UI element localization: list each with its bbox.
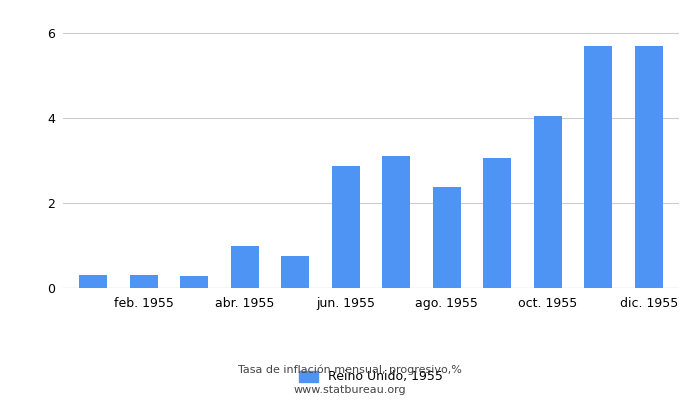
Bar	[534, 116, 561, 288]
Legend: Reino Unido, 1955: Reino Unido, 1955	[299, 370, 443, 384]
Bar	[281, 256, 309, 288]
Bar	[382, 156, 410, 288]
Bar	[130, 275, 158, 288]
Text: www.statbureau.org: www.statbureau.org	[294, 385, 406, 395]
Bar	[181, 276, 208, 288]
Bar	[79, 275, 107, 288]
Text: Tasa de inflación mensual, progresivo,%: Tasa de inflación mensual, progresivo,%	[238, 365, 462, 375]
Bar	[635, 46, 663, 288]
Bar	[332, 166, 360, 288]
Bar	[584, 46, 612, 288]
Bar	[231, 246, 259, 288]
Bar	[433, 187, 461, 288]
Bar	[483, 158, 511, 288]
